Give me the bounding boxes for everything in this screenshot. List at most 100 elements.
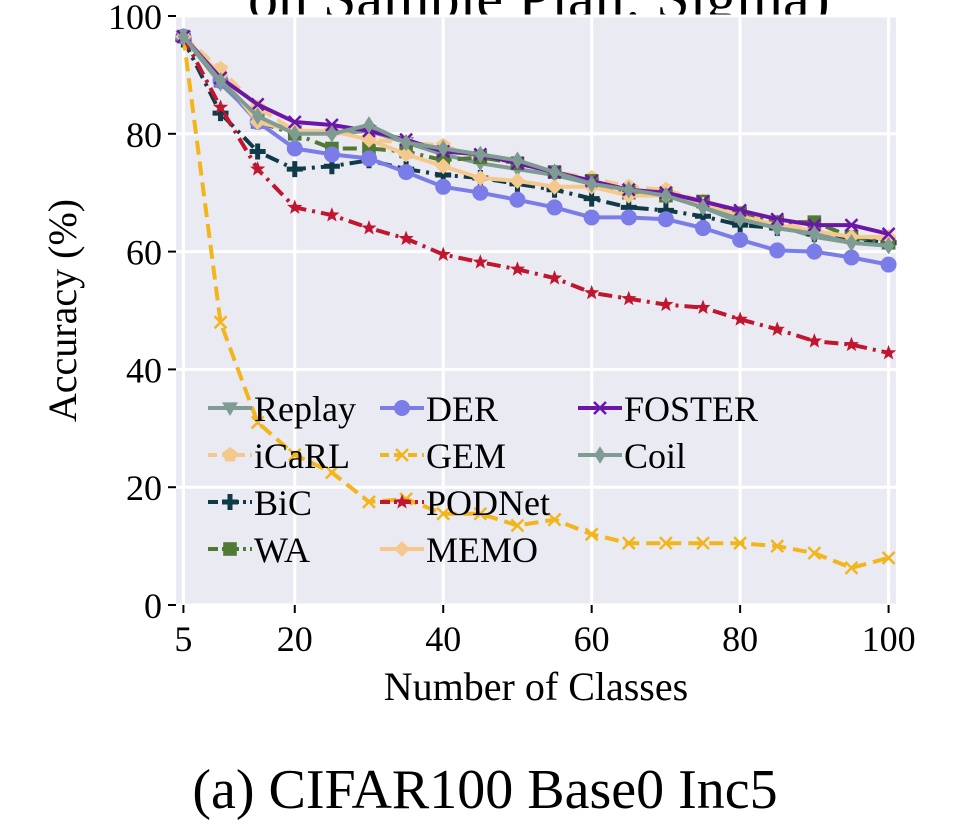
data-point (770, 539, 785, 553)
data-point (213, 315, 228, 330)
data-point (697, 198, 709, 217)
data-point (771, 219, 783, 237)
data-point (548, 163, 561, 181)
data-point (808, 225, 820, 243)
data-point (250, 161, 266, 176)
data-point (880, 256, 897, 273)
data-point (882, 236, 895, 255)
data-point (806, 243, 823, 260)
data-point (659, 536, 673, 551)
data-point (584, 527, 599, 542)
legend-entry-foster: FOSTER (578, 389, 758, 429)
legend-label: Coil (624, 436, 686, 476)
data-point (733, 203, 748, 218)
data-point (360, 150, 377, 167)
series-line (181, 36, 890, 570)
data-point (361, 220, 377, 235)
data-point (177, 27, 190, 46)
legend-swatch-marker (222, 402, 238, 416)
data-point (623, 180, 635, 199)
data-point (436, 506, 451, 521)
data-point (435, 178, 452, 195)
x-tick-label: 100 (862, 619, 916, 659)
legend-swatch-marker (222, 494, 238, 510)
legend-label: BiC (254, 483, 312, 523)
legend-entry-icarl: iCaRL (208, 436, 350, 476)
data-point (286, 161, 303, 178)
y-tick-label: 20 (126, 468, 162, 508)
series-layer (175, 27, 897, 575)
legend-entry-replay: Replay (208, 389, 356, 429)
data-point (286, 140, 303, 157)
legend-label: WA (254, 530, 310, 570)
series-gem (176, 29, 896, 575)
y-tick-label: 100 (108, 0, 162, 37)
data-point (880, 344, 897, 360)
data-point (734, 210, 746, 229)
series-coil (177, 27, 895, 255)
legend-label: MEMO (426, 530, 538, 570)
data-point (472, 169, 489, 186)
legend-entry-gem: GEM (380, 436, 506, 476)
legend-label: GEM (426, 436, 506, 476)
data-point (696, 536, 710, 551)
data-point (362, 495, 376, 509)
data-point (398, 230, 414, 246)
figure-caption: (a) CIFAR100 Base0 Inc5 (192, 759, 778, 821)
data-point (510, 518, 525, 533)
data-point (435, 246, 451, 262)
legend-label: Replay (254, 389, 356, 429)
x-tick-label: 60 (574, 619, 610, 659)
data-point (324, 465, 339, 480)
data-point (400, 133, 412, 152)
data-point (511, 151, 524, 170)
data-point (398, 164, 415, 181)
data-point (806, 333, 822, 348)
data-point (584, 284, 600, 300)
data-point (363, 116, 375, 134)
data-point (214, 71, 227, 90)
data-point (472, 184, 489, 201)
data-point (324, 207, 340, 222)
legend-label: PODNet (426, 483, 550, 523)
series-line (181, 35, 889, 248)
y-tick-label: 0 (144, 586, 162, 626)
data-point (807, 218, 822, 232)
legend-label: iCaRL (254, 436, 350, 476)
data-point (845, 233, 858, 252)
data-point (287, 115, 302, 129)
y-tick-label: 80 (126, 115, 162, 155)
data-point (546, 199, 563, 216)
legend-label: FOSTER (624, 389, 758, 429)
data-point (250, 97, 265, 112)
data-point (583, 209, 600, 226)
legend-entry-der: DER (380, 389, 498, 429)
y-tick-label: 60 (126, 233, 162, 273)
data-point (398, 146, 415, 163)
data-point (547, 512, 562, 527)
x-tick-label: 20 (277, 619, 313, 659)
legend-swatch-marker (394, 541, 410, 557)
data-point (586, 175, 598, 193)
data-point (658, 296, 674, 312)
legend-swatch-marker (593, 401, 607, 415)
data-point (289, 125, 301, 143)
data-point (732, 311, 748, 326)
legend-swatch-marker (222, 447, 238, 462)
data-point (733, 536, 748, 551)
data-point (287, 447, 302, 462)
data-point (546, 178, 563, 195)
data-point (695, 299, 711, 315)
grid (176, 14, 896, 607)
data-point (843, 249, 860, 266)
legend-entry-bic: BiC (208, 483, 312, 523)
legend-swatch-marker (394, 400, 410, 416)
data-point (620, 209, 637, 226)
data-point (660, 186, 672, 205)
data-point (621, 290, 637, 306)
x-tick-label: 80 (722, 619, 758, 659)
data-point (657, 211, 674, 228)
data-point (732, 231, 749, 248)
legend-swatch-marker (594, 446, 606, 464)
data-point (326, 125, 338, 143)
